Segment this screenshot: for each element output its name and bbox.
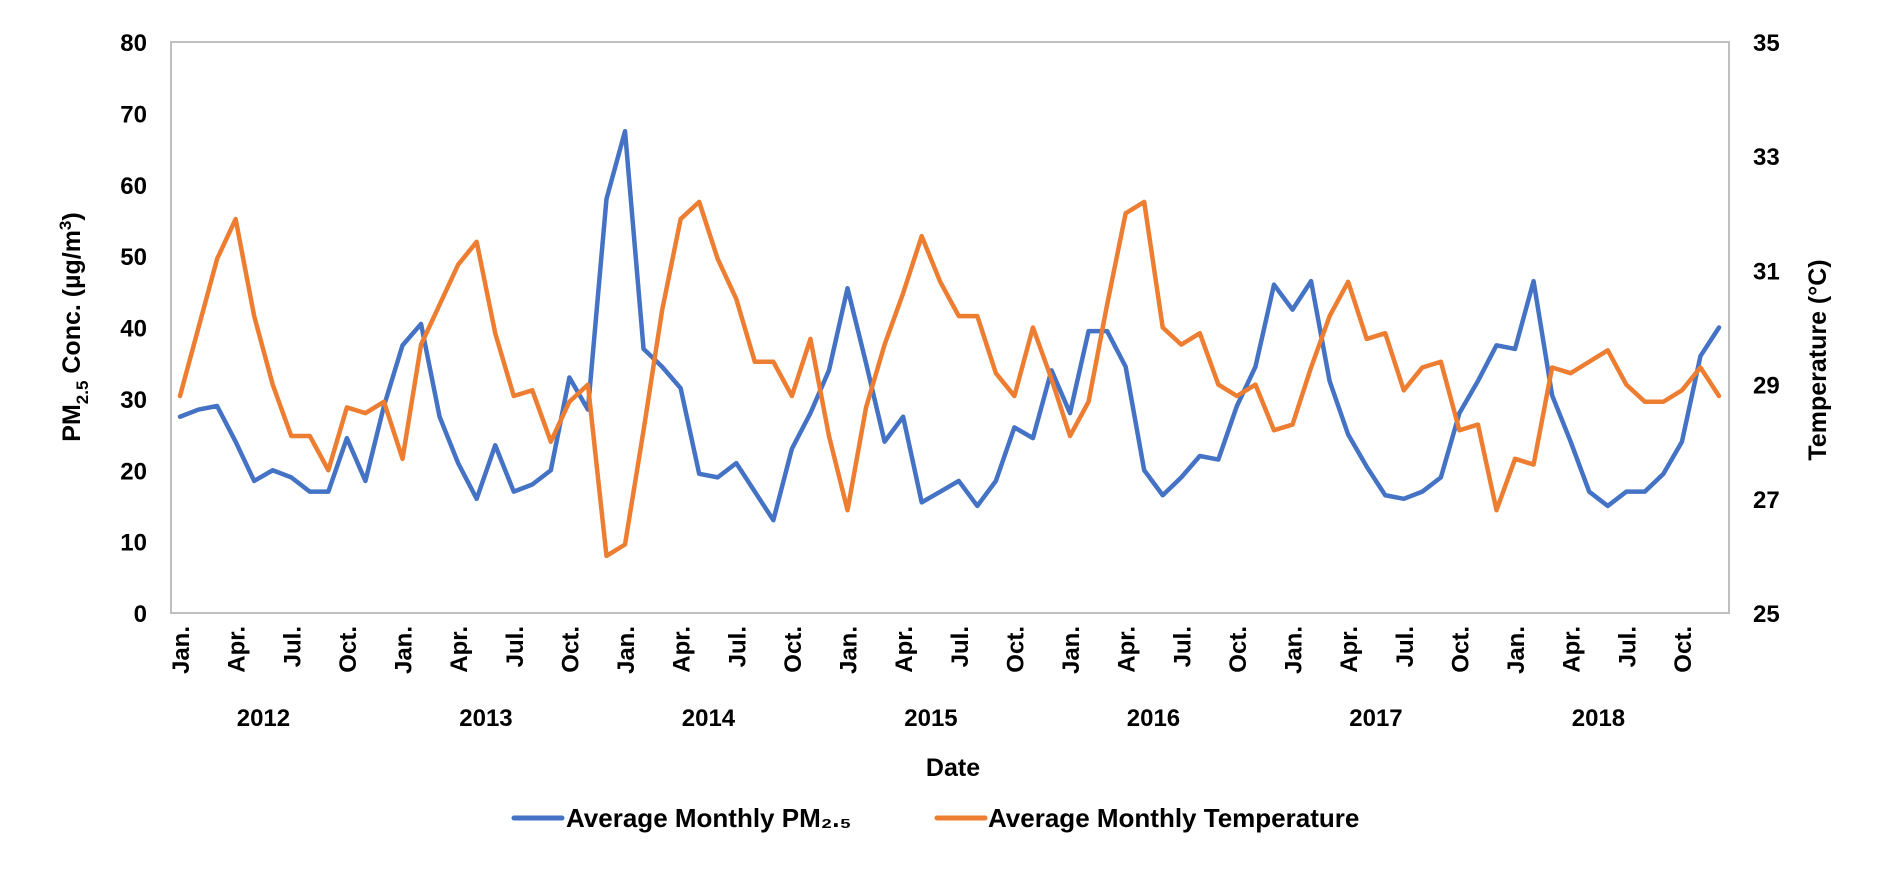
x-tick-label: Oct. bbox=[1447, 626, 1474, 673]
x-tick-label: Apr. bbox=[669, 626, 696, 673]
right-y-tick-label: 29 bbox=[1753, 373, 1780, 400]
right-y-axis-ticks: 25 27 29 31 33 35 bbox=[1753, 30, 1780, 628]
year-label: 2016 bbox=[1127, 705, 1180, 732]
left-y-tick-label: 20 bbox=[120, 458, 147, 485]
left-y-tick-label: 60 bbox=[120, 173, 147, 200]
x-tick-label: Apr. bbox=[1114, 626, 1141, 673]
legend-label-temperature: Average Monthly Temperature bbox=[988, 803, 1359, 833]
right-y-tick-label: 31 bbox=[1753, 258, 1780, 285]
x-tick-label: Oct. bbox=[335, 626, 362, 673]
left-y-axis-ticks: 0 10 20 30 40 50 60 70 80 bbox=[120, 30, 147, 628]
x-tick-label: Jan. bbox=[613, 626, 640, 674]
left-y-axis-title-rest: Conc. (µg/m bbox=[58, 230, 86, 381]
series-layer bbox=[177, 128, 1722, 559]
series-line-temperature bbox=[177, 199, 1722, 559]
year-label: 2018 bbox=[1572, 705, 1625, 732]
left-y-axis-title-sup: 3 bbox=[56, 221, 75, 230]
x-tick-label: Jan. bbox=[1058, 626, 1085, 674]
x-tick-label: Jul. bbox=[279, 626, 306, 667]
x-tick-label: Apr. bbox=[1336, 626, 1363, 673]
x-tick-label: Jul. bbox=[1169, 626, 1196, 667]
left-y-tick-label: 40 bbox=[120, 316, 147, 343]
right-y-tick-label: 33 bbox=[1753, 144, 1780, 171]
x-tick-label: Jul. bbox=[1392, 626, 1419, 667]
left-y-tick-label: 50 bbox=[120, 244, 147, 271]
legend: Average Monthly PM₂.₅ Average Monthly Te… bbox=[511, 803, 1359, 833]
right-y-tick-label: 25 bbox=[1753, 601, 1780, 628]
x-tick-label: Oct. bbox=[780, 626, 807, 673]
left-y-axis-title-main: PM bbox=[58, 404, 86, 442]
left-y-tick-label: 80 bbox=[120, 30, 147, 57]
year-label: 2015 bbox=[904, 705, 957, 732]
year-label: 2017 bbox=[1349, 705, 1402, 732]
year-label: 2013 bbox=[459, 705, 512, 732]
x-tick-label: Jan. bbox=[1281, 626, 1308, 674]
year-label: 2014 bbox=[682, 705, 736, 732]
x-tick-label: Jul. bbox=[1614, 626, 1641, 667]
left-y-axis-title-end: ) bbox=[58, 212, 86, 220]
left-y-tick-label: 0 bbox=[134, 601, 147, 628]
x-axis-year-labels: 2012 2013 2014 2015 2016 2017 2018 bbox=[237, 705, 1625, 732]
x-axis-title: Date bbox=[926, 754, 980, 782]
x-tick-label: Apr. bbox=[446, 626, 473, 673]
left-y-axis-title-sub: 2.5 bbox=[73, 381, 92, 405]
x-tick-label: Jul. bbox=[724, 626, 751, 667]
x-tick-label: Apr. bbox=[891, 626, 918, 673]
x-tick-label: Jan. bbox=[836, 626, 863, 674]
x-tick-label: Oct. bbox=[1002, 626, 1029, 673]
x-tick-label: Jul. bbox=[947, 626, 974, 667]
x-tick-label: Jan. bbox=[168, 626, 195, 674]
x-tick-label: Apr. bbox=[1559, 626, 1586, 673]
x-axis-ticks: Jan. Apr. Jul. Oct. Jan. Apr. Jul. Oct. Jan. Apr.… bbox=[168, 626, 1697, 674]
plot-area-border bbox=[170, 41, 1730, 614]
left-y-tick-label: 30 bbox=[120, 387, 147, 414]
legend-label-pm25: Average Monthly PM₂.₅ bbox=[566, 803, 851, 833]
left-y-axis-title: PM2.5 Conc. (µg/m3) bbox=[56, 212, 92, 441]
right-y-tick-label: 27 bbox=[1753, 487, 1780, 514]
x-tick-label: Oct. bbox=[1225, 626, 1252, 673]
x-tick-label: Oct. bbox=[557, 626, 584, 673]
series-line-pm25 bbox=[177, 128, 1722, 523]
x-tick-label: Jul. bbox=[502, 626, 529, 667]
x-tick-label: Jan. bbox=[1503, 626, 1530, 674]
right-y-tick-label: 35 bbox=[1753, 30, 1780, 57]
year-label: 2012 bbox=[237, 705, 290, 732]
x-tick-label: Jan. bbox=[391, 626, 418, 674]
left-y-tick-label: 10 bbox=[120, 530, 147, 557]
right-y-axis-title: Temperature (°C) bbox=[1804, 259, 1832, 460]
x-tick-label: Apr. bbox=[224, 626, 251, 673]
left-y-tick-label: 70 bbox=[120, 101, 147, 128]
x-tick-label: Oct. bbox=[1670, 626, 1697, 673]
